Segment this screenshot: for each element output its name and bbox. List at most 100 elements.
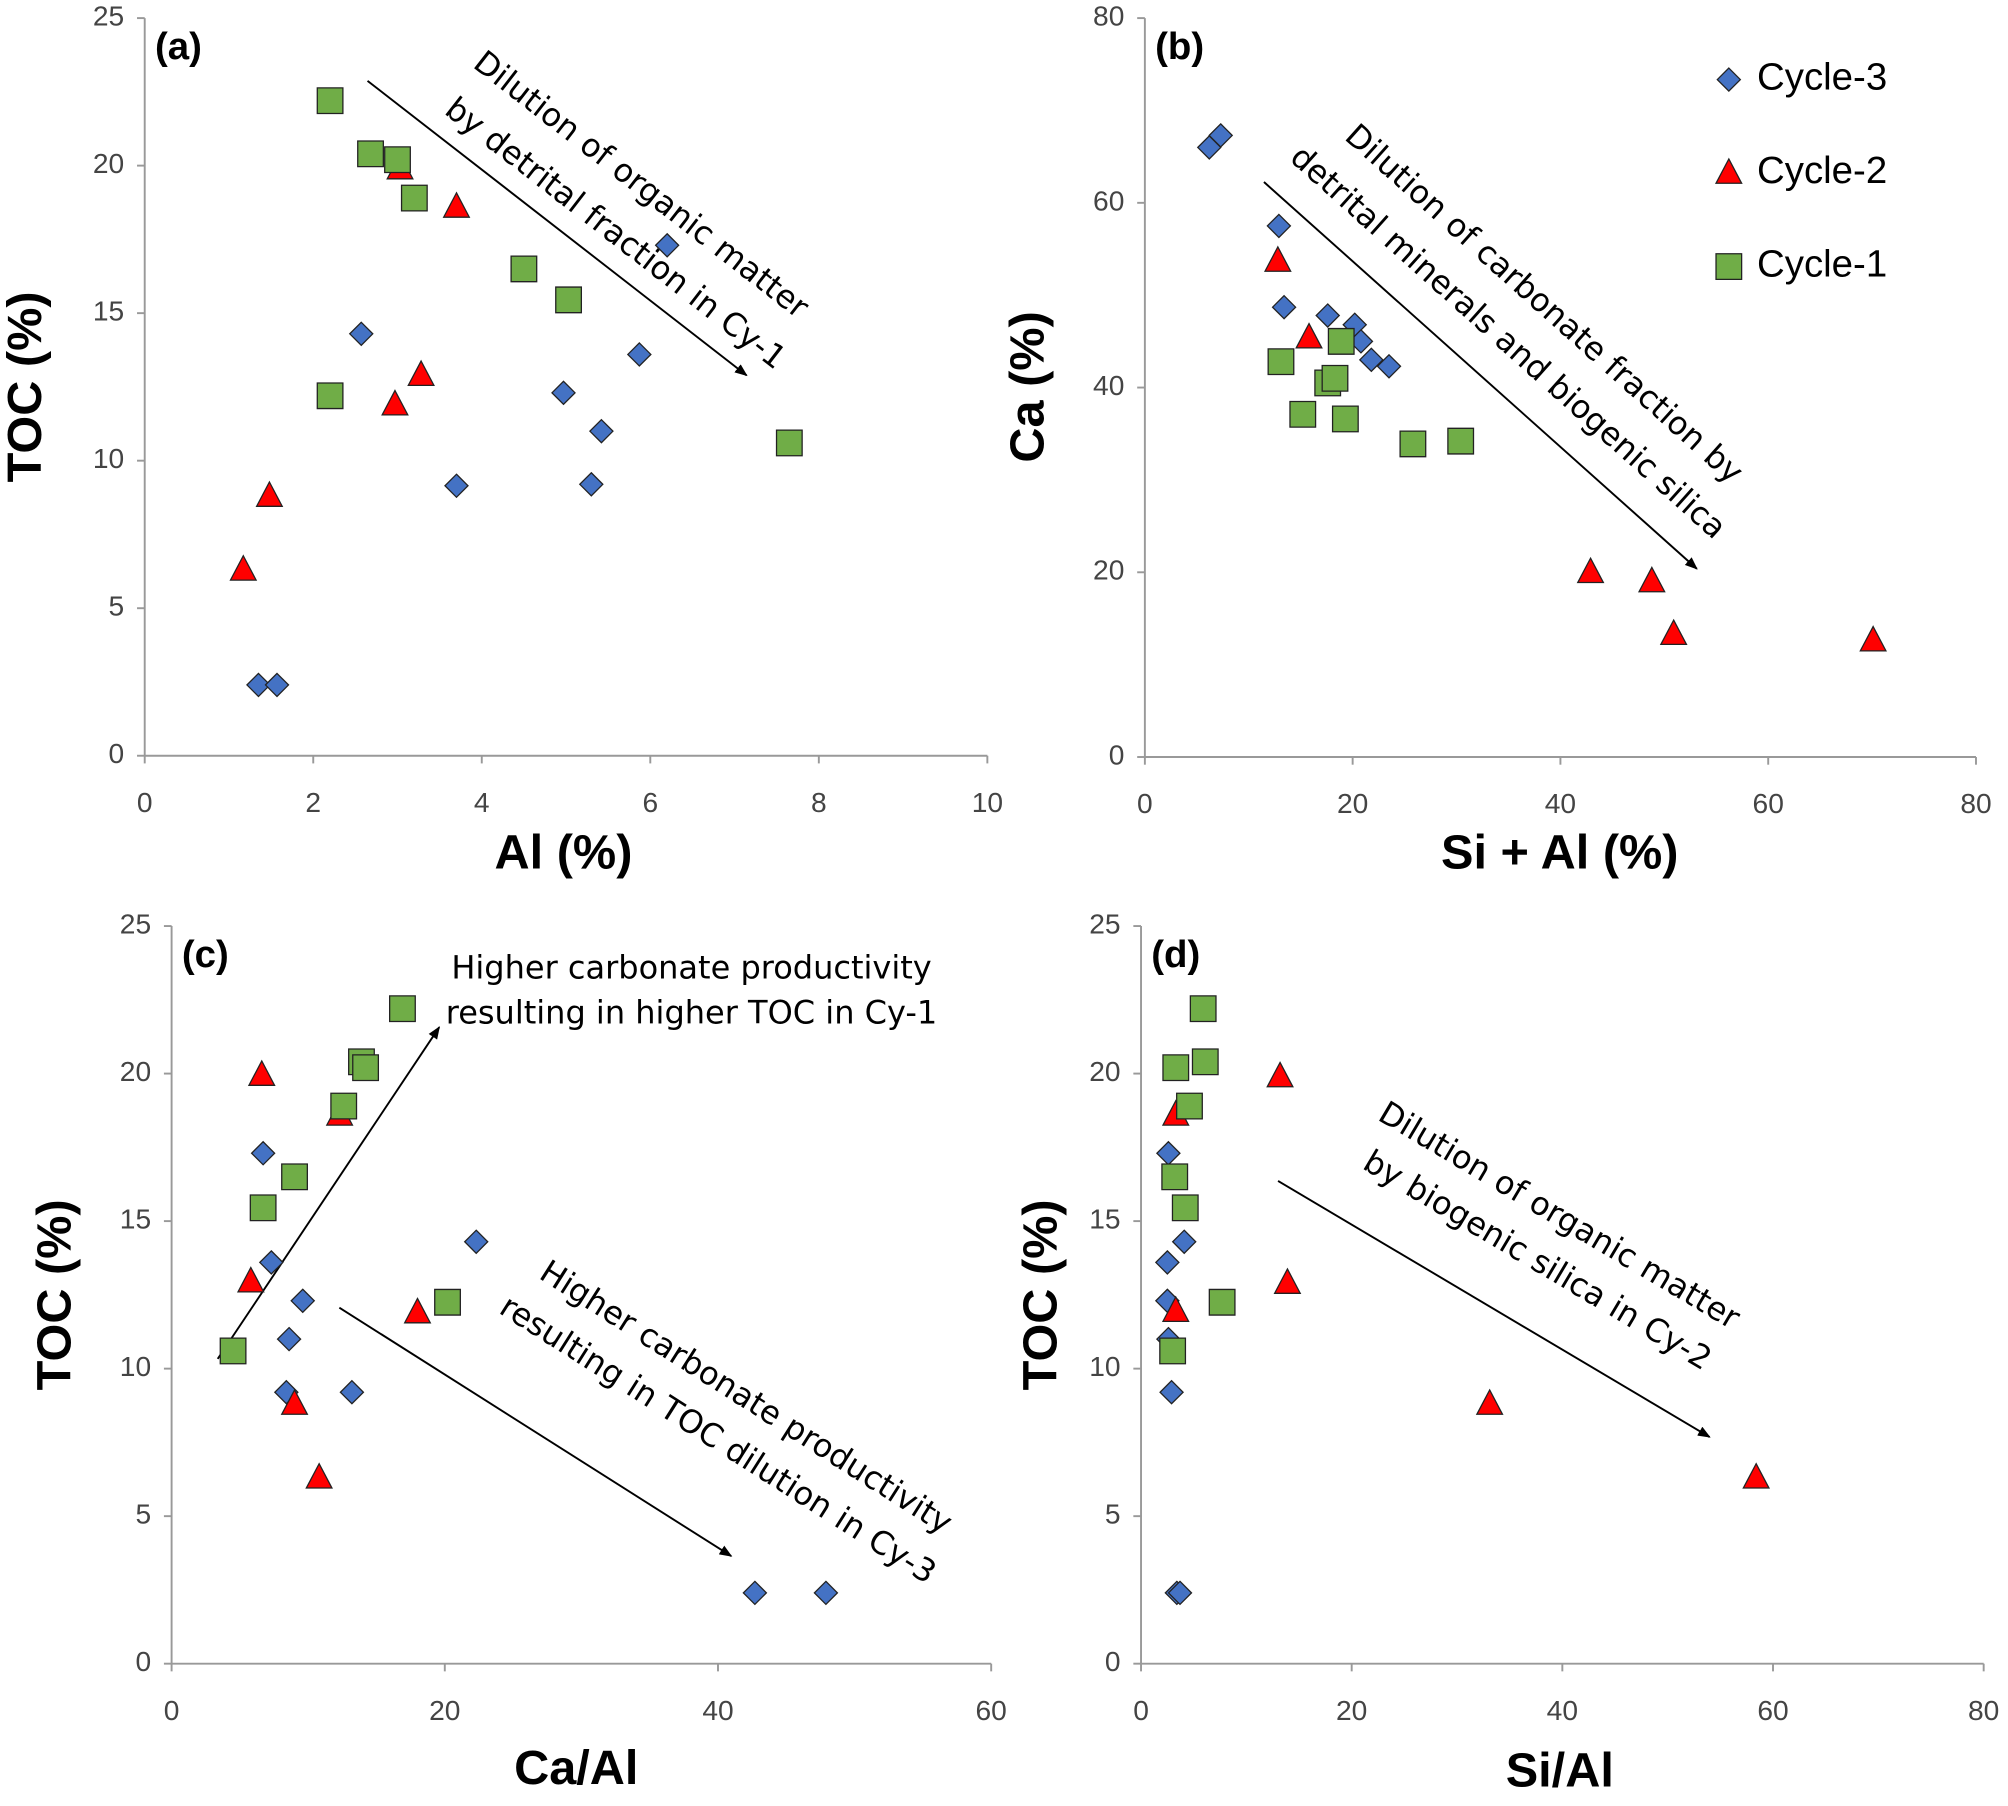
x-axis-title: Si/Al (1506, 1744, 1614, 1798)
y-tick-label: 10 (93, 442, 124, 474)
y-tick-label: 5 (1105, 1498, 1121, 1530)
point (389, 995, 416, 1023)
point (1161, 1163, 1189, 1191)
point (1191, 1048, 1219, 1076)
point (1273, 1267, 1302, 1294)
point (246, 672, 271, 698)
point (1576, 556, 1605, 584)
point (348, 321, 374, 347)
x-tick-label: 80 (1968, 1694, 1999, 1726)
point (280, 1388, 309, 1415)
point (247, 1059, 276, 1086)
point (352, 1054, 380, 1082)
point (1161, 1295, 1190, 1322)
point (276, 1326, 302, 1352)
annotation: Higher carbonate productivity (451, 949, 931, 987)
point (1171, 1194, 1199, 1222)
point (775, 429, 803, 457)
point (1327, 327, 1355, 355)
arrow (338, 1306, 733, 1557)
point (1637, 566, 1666, 593)
point (588, 418, 614, 444)
x-tick-label: 40 (702, 1694, 733, 1726)
point (381, 389, 409, 416)
point (551, 380, 576, 406)
x-tick-label: 40 (1547, 1694, 1578, 1726)
point (1267, 348, 1295, 376)
y-tick-label: 60 (1093, 184, 1124, 216)
y-tick-label: 10 (1089, 1350, 1120, 1382)
y-tick-label: 25 (93, 0, 124, 32)
point (742, 1580, 768, 1606)
x-axis-title: Al (%) (495, 825, 633, 879)
point (264, 672, 290, 698)
point (1155, 1140, 1181, 1166)
point (1208, 1288, 1236, 1316)
point (555, 286, 583, 314)
point (258, 1249, 284, 1275)
point (1859, 625, 1888, 652)
point (1176, 1092, 1203, 1120)
point (444, 473, 469, 499)
point (1189, 995, 1217, 1023)
legend-marker (1715, 253, 1743, 280)
y-tick-label: 15 (1089, 1203, 1120, 1235)
legend-marker (1714, 157, 1743, 184)
point (1289, 400, 1317, 428)
legend-label: Cycle-2 (1757, 149, 1887, 192)
y-tick-label: 25 (120, 907, 151, 939)
y-tick-label: 0 (1109, 738, 1125, 770)
y-axis-title: Ca (%) (1001, 311, 1055, 462)
point (281, 1163, 308, 1191)
y-tick-label: 0 (1105, 1645, 1121, 1677)
point (1659, 618, 1688, 646)
x-tick-label: 10 (972, 786, 1003, 818)
point (442, 191, 471, 218)
y-tick-label: 20 (1089, 1055, 1120, 1087)
x-tick-label: 0 (1137, 787, 1153, 819)
point (1167, 1580, 1193, 1606)
point (1447, 427, 1475, 455)
point (255, 480, 284, 507)
point (1162, 1054, 1190, 1082)
point (305, 1462, 333, 1489)
point (249, 1194, 277, 1222)
arrow (216, 1026, 441, 1360)
point (1266, 213, 1292, 239)
point (316, 87, 344, 115)
x-tick-label: 8 (811, 786, 827, 818)
x-tick-label: 20 (1337, 787, 1368, 819)
point (1742, 1462, 1771, 1489)
x-tick-label: 40 (1545, 787, 1576, 819)
x-axis-title: Si + Al (%) (1441, 825, 1678, 879)
point (357, 140, 384, 168)
panel-label: (c) (182, 933, 229, 976)
point (578, 471, 604, 497)
arrow (1277, 1180, 1711, 1438)
point (463, 1229, 489, 1255)
annotation: Higher carbonate productivity (533, 1252, 959, 1541)
x-tick-label: 80 (1960, 787, 1991, 819)
point (403, 1297, 432, 1324)
x-tick-label: 20 (429, 1694, 460, 1726)
point (1331, 405, 1359, 433)
point (219, 1337, 247, 1365)
point (1376, 353, 1402, 379)
y-tick-label: 40 (1093, 369, 1124, 401)
point (407, 359, 435, 386)
point (1295, 322, 1323, 349)
point (1475, 1388, 1504, 1415)
point (1208, 122, 1234, 148)
annotation: Dilution of organic matter (467, 43, 817, 327)
point (330, 1092, 358, 1120)
y-axis-title: TOC (%) (1014, 1199, 1068, 1390)
legend-label: Cycle-3 (1757, 56, 1887, 99)
y-axis-title: TOC (%) (27, 1199, 81, 1390)
arrow (366, 80, 748, 377)
point (229, 554, 258, 581)
x-tick-label: 60 (1753, 787, 1784, 819)
point (384, 146, 411, 174)
x-tick-label: 4 (474, 786, 490, 818)
y-tick-label: 5 (135, 1498, 151, 1530)
